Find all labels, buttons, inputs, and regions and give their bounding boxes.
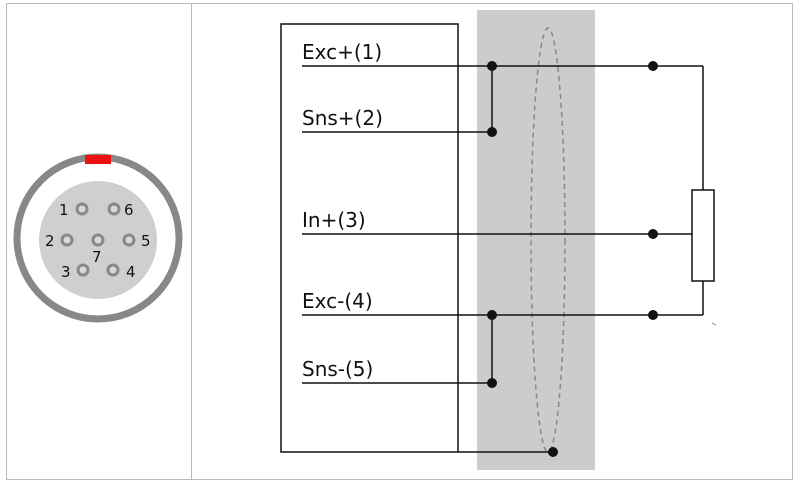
pin-3-label: 3 (61, 263, 71, 281)
junction-dot (487, 127, 497, 137)
signal-label-sns-minus: Sns-(5) (302, 357, 373, 381)
connector-face: 1 6 2 7 5 3 4 (13, 153, 183, 323)
signal-label-sns-plus: Sns+(2) (302, 106, 383, 130)
junction-dot (648, 229, 658, 239)
pin-4-hole (106, 263, 120, 277)
signal-label-exc-minus: Exc-(4) (302, 289, 373, 313)
junction-dot (487, 378, 497, 388)
pin-3-hole (76, 263, 90, 277)
pin-6-hole (107, 202, 121, 216)
pin-7-label: 7 (92, 248, 102, 266)
table-border (6, 3, 793, 480)
connector-key-notch (85, 155, 111, 164)
pin-1-label: 1 (59, 201, 69, 219)
stray-mark (711, 322, 717, 326)
signal-label-in-plus: In+(3) (302, 208, 366, 232)
pin-4-label: 4 (126, 263, 136, 281)
pin-2-label: 2 (45, 232, 55, 250)
potentiometer (691, 189, 715, 282)
pin-6-label: 6 (124, 201, 134, 219)
junction-dot (487, 61, 497, 71)
signal-label-exc-plus: Exc+(1) (302, 40, 382, 64)
instrument-box (280, 23, 459, 453)
pin-1-hole (75, 202, 89, 216)
pin-2-hole (60, 233, 74, 247)
junction-dot (548, 447, 558, 457)
junction-dot (648, 310, 658, 320)
wiring-schematic: Exc+(1) Sns+(2) In+(3) Exc-(4) Sns-(5) (280, 10, 717, 470)
pin-5-hole (122, 233, 136, 247)
junction-dot (487, 310, 497, 320)
junction-dot (648, 61, 658, 71)
pin-7-hole (91, 233, 105, 247)
cable-shield (477, 10, 595, 470)
shield-ellipse (530, 27, 566, 453)
pin-5-label: 5 (141, 232, 151, 250)
